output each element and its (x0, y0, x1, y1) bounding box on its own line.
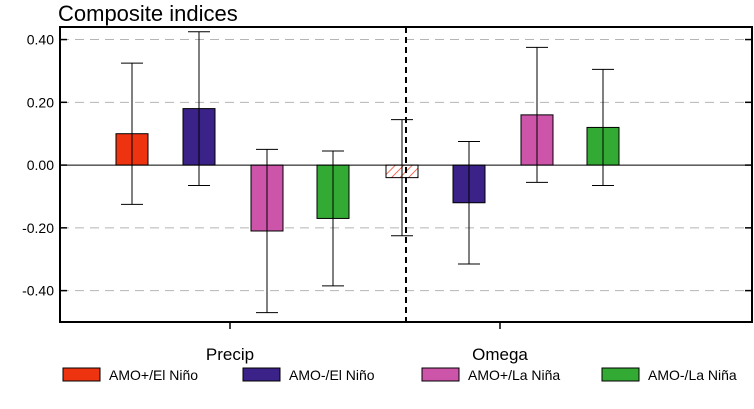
y-tick-label-4: 0.40 (27, 32, 54, 48)
plot-frame (59, 26, 753, 323)
legend-label-1: AMO-/El Niño (289, 367, 375, 383)
legend-label-0: AMO+/El Niño (109, 367, 198, 383)
legend-label-3: AMO-/La Niña (648, 367, 737, 383)
x-group-label-1: Omega (472, 345, 528, 364)
legend-swatch-2 (421, 367, 460, 382)
legend-swatch-3 (601, 367, 640, 382)
legend-swatch-0 (62, 367, 101, 382)
legend-swatch-1 (242, 367, 281, 382)
y-tick-label-1: -0.20 (22, 220, 54, 236)
axes-layer: -0.40 -0.20 0.00 0.20 0.40 Precip Omega (22, 26, 753, 364)
y-tick-label-2: 0.00 (27, 157, 54, 173)
x-group-label-0: Precip (206, 345, 254, 364)
y-tick-label-3: 0.20 (27, 94, 54, 110)
bars-layer (115, 31, 620, 314)
chart-title: Composite indices (58, 1, 238, 26)
legend-label-2: AMO+/La Niña (468, 367, 560, 383)
legend-layer: AMO+/El Niño AMO-/El Niño AMO+/La Niña AMO-… (62, 367, 737, 383)
y-tick-label-0: -0.40 (22, 283, 54, 299)
